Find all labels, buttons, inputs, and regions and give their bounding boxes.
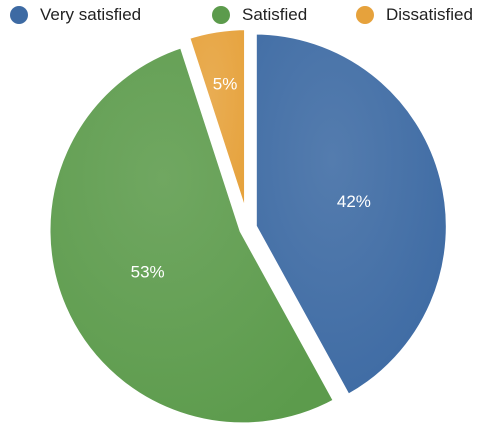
legend-swatch-dissatisfied — [356, 6, 374, 24]
pie-slice-dissatisfied — [183, 24, 251, 224]
pie-slice-very-satisfied — [250, 28, 452, 402]
legend-swatch-satisfied — [212, 6, 230, 24]
legend-item-very-satisfied: Very satisfied — [10, 3, 141, 27]
legend-swatch-very-satisfied — [10, 6, 28, 24]
legend: Very satisfied Satisfied Dissatisfied — [0, 0, 500, 32]
pie-slice-satisfied — [44, 41, 341, 424]
legend-label-very-satisfied: Very satisfied — [40, 5, 142, 24]
legend-label-dissatisfied: Dissatisfied — [386, 5, 473, 24]
slice-label-very-satisfied: 42% — [337, 192, 371, 211]
slice-label-dissatisfied: 5% — [213, 74, 238, 93]
legend-item-satisfied: Satisfied — [212, 3, 307, 27]
slice-label-satisfied: 53% — [131, 262, 165, 281]
legend-item-dissatisfied: Dissatisfied — [356, 3, 473, 27]
legend-label-satisfied: Satisfied — [242, 5, 308, 24]
